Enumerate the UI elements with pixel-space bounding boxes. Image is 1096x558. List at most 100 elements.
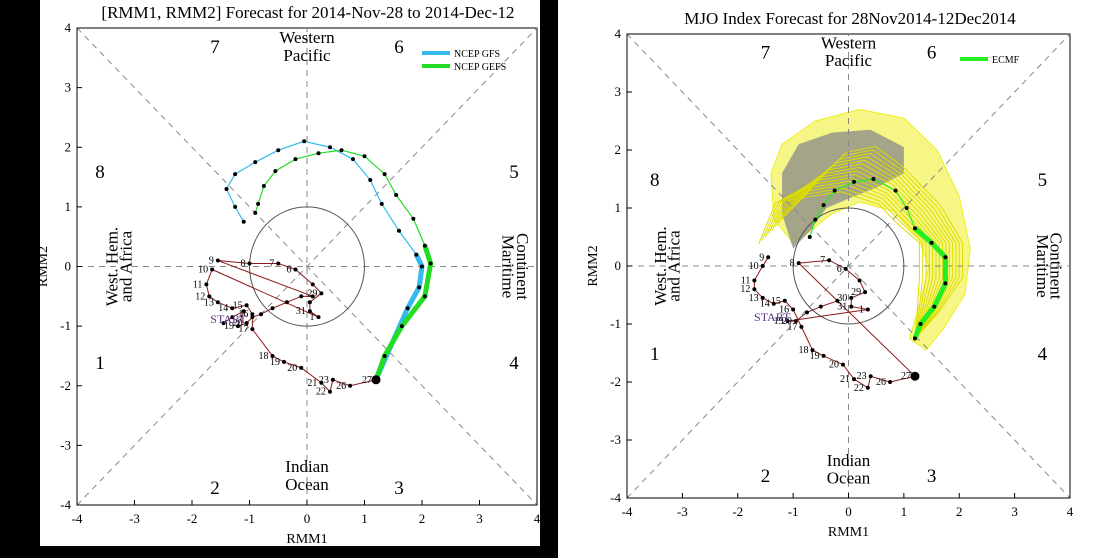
y-tick-label: -1 [60,318,71,333]
forecast-point [224,186,229,191]
observed-day-label: 7 [269,259,274,270]
forecast-point [379,201,384,206]
forecast-point [233,172,238,177]
y-tick-label: 4 [65,20,72,35]
observed-day-label: 26 [336,381,346,392]
observed-point [284,300,289,305]
observed-day-label: 23 [857,371,867,382]
x-tick-label: 4 [1067,504,1074,519]
ensemble-member-line [768,180,930,339]
forecast-point [414,252,419,257]
observed-point [241,309,246,314]
observed-point [293,267,298,272]
region-label-bottom: Ocean [285,475,329,494]
phase-number: 3 [927,466,937,487]
left-black-border [0,0,40,558]
observed-point [250,315,255,320]
observed-day-label: 21 [307,378,317,389]
y-tick-label: -2 [610,374,621,389]
phase-number: 8 [95,162,105,183]
region-label-right: Continent [1047,232,1066,299]
observed-day-label: 29 [307,288,317,299]
start-label: START [210,312,247,326]
forecast-point [417,285,422,290]
unit-circle [792,207,905,325]
ensemble-member-line [801,145,964,339]
observed-day-label: 6 [837,264,842,275]
observed-point [215,258,220,263]
forecast-start-marker [910,371,920,381]
observed-point [863,290,868,295]
region-label-top: Western [279,28,335,47]
phase-number: 4 [509,353,519,374]
forecast-point [912,226,917,231]
forecast-point [276,148,281,153]
observed-day-label: 15 [233,300,243,311]
observed-day-label: 31 [837,302,847,313]
forecast-point [368,178,373,183]
region-label-top: Western [821,34,877,53]
observed-point [259,312,263,317]
y-tick-label: 1 [615,200,622,215]
forecast-point [394,192,399,197]
observed-point [215,300,220,305]
observed-point [270,353,275,358]
phase-number: 1 [95,353,105,374]
observed-day-label: 7 [820,255,825,266]
observed-point [307,309,312,314]
ensemble-plume-gray [782,129,904,249]
observed-point [799,324,804,329]
observed-day-label: 10 [749,261,759,272]
observed-day-label: 19 [774,316,784,327]
forecast-point [420,264,424,269]
x-tick-label: -1 [244,511,255,526]
observed-point [319,380,324,385]
observed-point [299,365,304,370]
center-black-divider [540,0,558,558]
observed-point [250,312,255,317]
forecast-point [821,203,826,208]
observed-point [310,294,315,299]
region-label-bottom: Indian [827,451,871,470]
y-tick-label: -4 [610,490,621,505]
observed-point [766,255,771,260]
region-label-right: Maritime [1033,234,1052,297]
y-axis-label: RMM2 [586,245,601,286]
x-tick-label: -4 [622,504,633,519]
x-tick-label: 1 [361,511,368,526]
region-label-left: and Africa [117,230,136,302]
forecast-point [807,235,812,239]
region-label-left: and Africa [665,230,684,302]
ensemble-member-line [771,177,934,339]
forecast-start-marker [371,375,381,385]
observed-point [230,315,235,320]
phase-number: 2 [210,478,220,499]
region-label-left: West. Hem. [651,226,670,305]
phase-number: 4 [1038,344,1048,365]
phase-number: 5 [509,162,519,183]
x-axis-label: RMM1 [286,532,327,546]
observed-point [843,266,848,271]
phase-number: 1 [650,344,660,365]
observed-point [210,267,215,272]
observed-point [785,319,790,324]
observed-point [865,307,870,312]
observed-point [796,261,801,266]
observed-point [849,295,854,300]
region-label-top: Pacific [825,51,873,70]
observed-day-label: 12 [195,291,205,302]
unit-circle [249,206,365,327]
forecast-point [912,336,917,341]
x-tick-label: -1 [788,504,799,519]
observed-point [771,301,776,306]
observed-point [821,353,826,358]
observed-point [868,374,873,379]
x-tick-label: 3 [1011,504,1018,519]
x-tick-label: -2 [187,511,198,526]
y-tick-label: -3 [60,437,71,452]
forecast-point [261,184,266,189]
forecast-point [328,145,332,150]
observed-day-label: 15 [771,296,781,307]
chart-title: [RMM1, RMM2] Forecast for 2014-Nov-28 to… [101,3,514,22]
observed-point [791,307,796,312]
